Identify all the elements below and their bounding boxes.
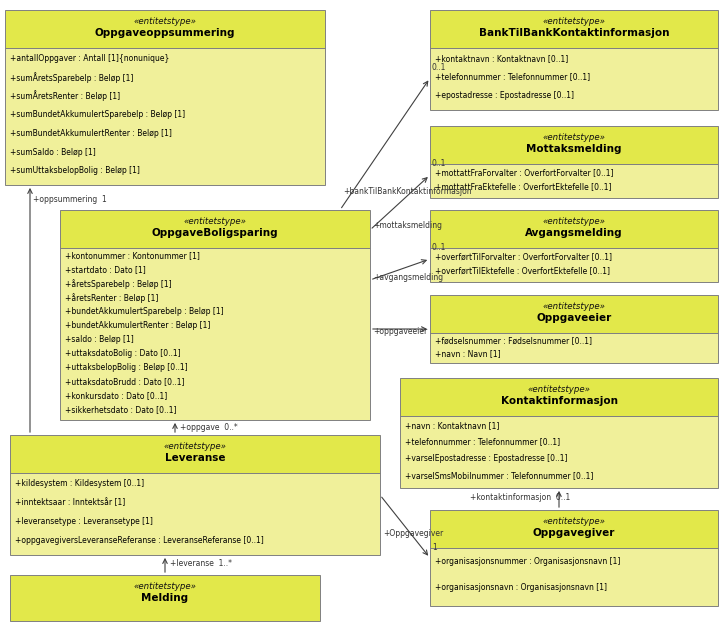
Text: +åretsRenter : Beløp [1]: +åretsRenter : Beløp [1] [65,293,159,303]
Text: Leveranse: Leveranse [165,453,225,463]
Text: +kontaktinformasjon  0..1: +kontaktinformasjon 0..1 [470,493,570,502]
Text: +overførtTilEktefelle : OverfortEktefelle [0..1]: +overførtTilEktefelle : OverfortEktefell… [435,266,610,275]
Text: +leveranse  1..*: +leveranse 1..* [170,559,232,568]
Text: Oppgavegiver: Oppgavegiver [533,528,615,538]
Text: Oppgaveeier: Oppgaveeier [537,313,612,323]
Text: +sikkerhetsdato : Dato [0..1]: +sikkerhetsdato : Dato [0..1] [65,405,176,414]
Text: +sumSaldo : Beløp [1]: +sumSaldo : Beløp [1] [10,148,96,157]
Text: «entitetstype»: «entitetstype» [542,17,606,26]
Text: OppgaveBoligsparing: OppgaveBoligsparing [151,228,278,238]
Text: +varselEpostadresse : Epostadresse [0..1]: +varselEpostadresse : Epostadresse [0..1… [405,454,568,463]
Text: +bankTilBankKontaktinformasjon: +bankTilBankKontaktinformasjon [343,188,472,197]
Text: +mottattFraForvalter : OverfortForvalter [0..1]: +mottattFraForvalter : OverfortForvalter… [435,168,614,177]
Text: «entitetstype»: «entitetstype» [542,302,606,311]
Bar [5,48,325,185]
Text: +varselSmsMobilnummer : Telefonnummer [0..1]: +varselSmsMobilnummer : Telefonnummer [0… [405,471,593,480]
Text: +navn : Kontaktnavn [1]: +navn : Kontaktnavn [1] [405,421,499,430]
Bar [60,248,370,420]
Bar [430,126,718,164]
Text: +åretsSparebelp : Beløp [1]: +åretsSparebelp : Beløp [1] [65,278,172,289]
Text: +sumBundetAkkumulertSparebelp : Beløp [1]: +sumBundetAkkumulertSparebelp : Beløp [1… [10,110,185,119]
Bar [430,48,718,110]
Bar [430,295,718,333]
Text: «entitetstype»: «entitetstype» [542,217,606,226]
Text: 0..1: 0..1 [432,244,446,253]
Bar [430,164,718,198]
Text: Mottaksmelding: Mottaksmelding [526,144,622,154]
Text: +bundetAkkumulertRenter : Beløp [1]: +bundetAkkumulertRenter : Beløp [1] [65,321,210,330]
Text: +inntektsaar : Inntektsår [1]: +inntektsaar : Inntektsår [1] [15,498,125,507]
Text: +oppgavegiversLeveranseReferanse : LeveranseReferanse [0..1]: +oppgavegiversLeveranseReferanse : Lever… [15,536,264,545]
Text: +oppgaveeier: +oppgaveeier [373,327,427,336]
Text: +kontonummer : Kontonummer [1]: +kontonummer : Kontonummer [1] [65,251,200,260]
Text: +kildesystem : Kildesystem [0..1]: +kildesystem : Kildesystem [0..1] [15,479,144,488]
Text: 0..1: 0..1 [432,62,446,71]
Text: +avgangsmelding: +avgangsmelding [373,273,443,282]
Text: «entitetstype»: «entitetstype» [542,133,606,142]
Text: +mottattFraEktefelle : OverfortEktefelle [0..1]: +mottattFraEktefelle : OverfortEktefelle… [435,183,612,192]
Text: Oppgaveoppsummering: Oppgaveoppsummering [95,28,235,38]
Text: Melding: Melding [141,593,189,603]
Bar [430,333,718,363]
Text: +organisasjonsnavn : Organisasjonsnavn [1]: +organisasjonsnavn : Organisasjonsnavn [… [435,583,607,592]
Text: +sumÅretsSparebelp : Beløp [1]: +sumÅretsSparebelp : Beløp [1] [10,71,133,82]
Text: «entitetstype»: «entitetstype» [542,517,606,526]
Bar [10,435,380,473]
Bar [5,10,325,48]
Text: «entitetstype»: «entitetstype» [133,17,197,26]
Text: +organisasjonsnummer : Organisasjonsnavn [1]: +organisasjonsnummer : Organisasjonsnavn… [435,557,620,566]
Text: +startdato : Dato [1]: +startdato : Dato [1] [65,265,146,274]
Text: «entitetstype»: «entitetstype» [164,442,226,451]
Bar [10,575,320,621]
Text: «entitetstype»: «entitetstype» [133,582,197,591]
Text: +konkursdato : Dato [0..1]: +konkursdato : Dato [0..1] [65,391,167,400]
Text: +uttaksbelopBolig : Beløp [0..1]: +uttaksbelopBolig : Beløp [0..1] [65,363,188,372]
Text: +oppgave  0..*: +oppgave 0..* [180,422,238,431]
Bar [430,248,718,282]
Text: +fødselsnummer : Fødselsnummer [0..1]: +fødselsnummer : Fødselsnummer [0..1] [435,336,592,345]
Bar [430,210,718,248]
Bar [60,210,370,248]
Text: +telefonnummer : Telefonnummer [0..1]: +telefonnummer : Telefonnummer [0..1] [405,437,560,446]
Bar [400,378,718,416]
Text: +sumUttaksbelopBolig : Beløp [1]: +sumUttaksbelopBolig : Beløp [1] [10,167,140,176]
Text: +bundetAkkumulertSparebelp : Beløp [1]: +bundetAkkumulertSparebelp : Beløp [1] [65,307,223,316]
Text: «entitetstype»: «entitetstype» [528,385,590,394]
Text: +epostadresse : Epostadresse [0..1]: +epostadresse : Epostadresse [0..1] [435,91,574,100]
Text: +kontaktnavn : Kontaktnavn [0..1]: +kontaktnavn : Kontaktnavn [0..1] [435,54,569,63]
Text: 0..1: 0..1 [432,159,446,168]
Text: «entitetstype»: «entitetstype» [183,217,247,226]
Text: +uttaksdatoBolig : Dato [0..1]: +uttaksdatoBolig : Dato [0..1] [65,349,181,358]
Text: +uttaksdatoBrudd : Dato [0..1]: +uttaksdatoBrudd : Dato [0..1] [65,377,184,386]
Text: +sumBundetAkkumulertRenter : Beløp [1]: +sumBundetAkkumulertRenter : Beløp [1] [10,129,172,138]
Text: +overførtTilForvalter : OverfortForvalter [0..1]: +overførtTilForvalter : OverfortForvalte… [435,251,612,260]
Text: 1: 1 [432,543,437,552]
Text: +leveransetype : Leveransetype [1]: +leveransetype : Leveransetype [1] [15,517,153,526]
Text: Avgangsmelding: Avgangsmelding [525,228,623,238]
Text: +oppsummering  1: +oppsummering 1 [33,195,107,204]
Text: +sumÅretsRenter : Beløp [1]: +sumÅretsRenter : Beløp [1] [10,91,120,102]
Text: +saldo : Beløp [1]: +saldo : Beløp [1] [65,335,134,344]
Text: +telefonnummer : Telefonnummer [0..1]: +telefonnummer : Telefonnummer [0..1] [435,73,590,82]
Bar [400,416,718,488]
Text: +antallOppgaver : Antall [1]{nonunique}: +antallOppgaver : Antall [1]{nonunique} [10,54,170,63]
Text: BankTilBankKontaktinformasjon: BankTilBankKontaktinformasjon [479,28,669,38]
Text: +mottaksmelding: +mottaksmelding [373,221,442,230]
Text: Kontaktinformasjon: Kontaktinformasjon [501,396,617,406]
Text: +navn : Navn [1]: +navn : Navn [1] [435,349,501,358]
Bar [430,548,718,606]
Bar [430,510,718,548]
Bar [430,10,718,48]
Bar [10,473,380,555]
Text: +Oppgavegiver: +Oppgavegiver [383,529,443,538]
